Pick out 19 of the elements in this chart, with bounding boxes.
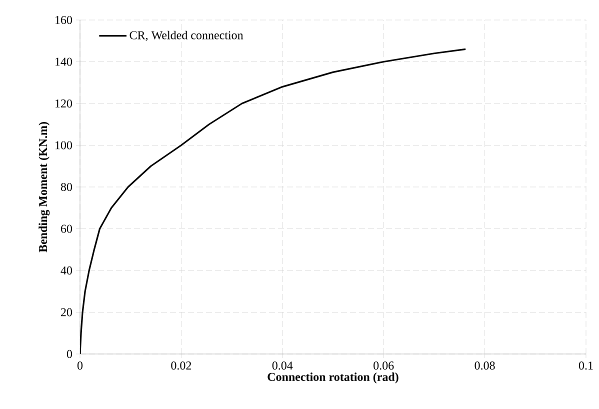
y-tick-label: 100 [56,141,72,150]
y-tick-label: 0 [66,350,72,358]
y-tick-label: 160 [56,16,72,24]
y-tick-label: 140 [56,58,72,66]
x-tick-label: 0 [77,362,83,370]
x-tick-label: 0.08 [474,362,495,370]
x-tick-label: 0.02 [171,362,192,370]
x-tick-label: 0.06 [374,362,394,370]
line-series [80,48,466,354]
legend-label: CR, Welded connection [130,30,244,42]
y-tick-label: 60 [60,224,72,233]
y-tick-label: 80 [60,182,72,192]
y-tick-label: 40 [60,266,72,275]
x-tick-label: 0.04 [272,362,293,370]
y-tick-label: 20 [61,308,72,316]
y-tick-label: 120 [56,99,72,108]
x-tick-label: 0.1 [578,362,593,370]
x-axis-title: Connection rotation (rad) [268,372,398,384]
y-axis-title: Bending Moment (KN.m) [38,122,50,252]
